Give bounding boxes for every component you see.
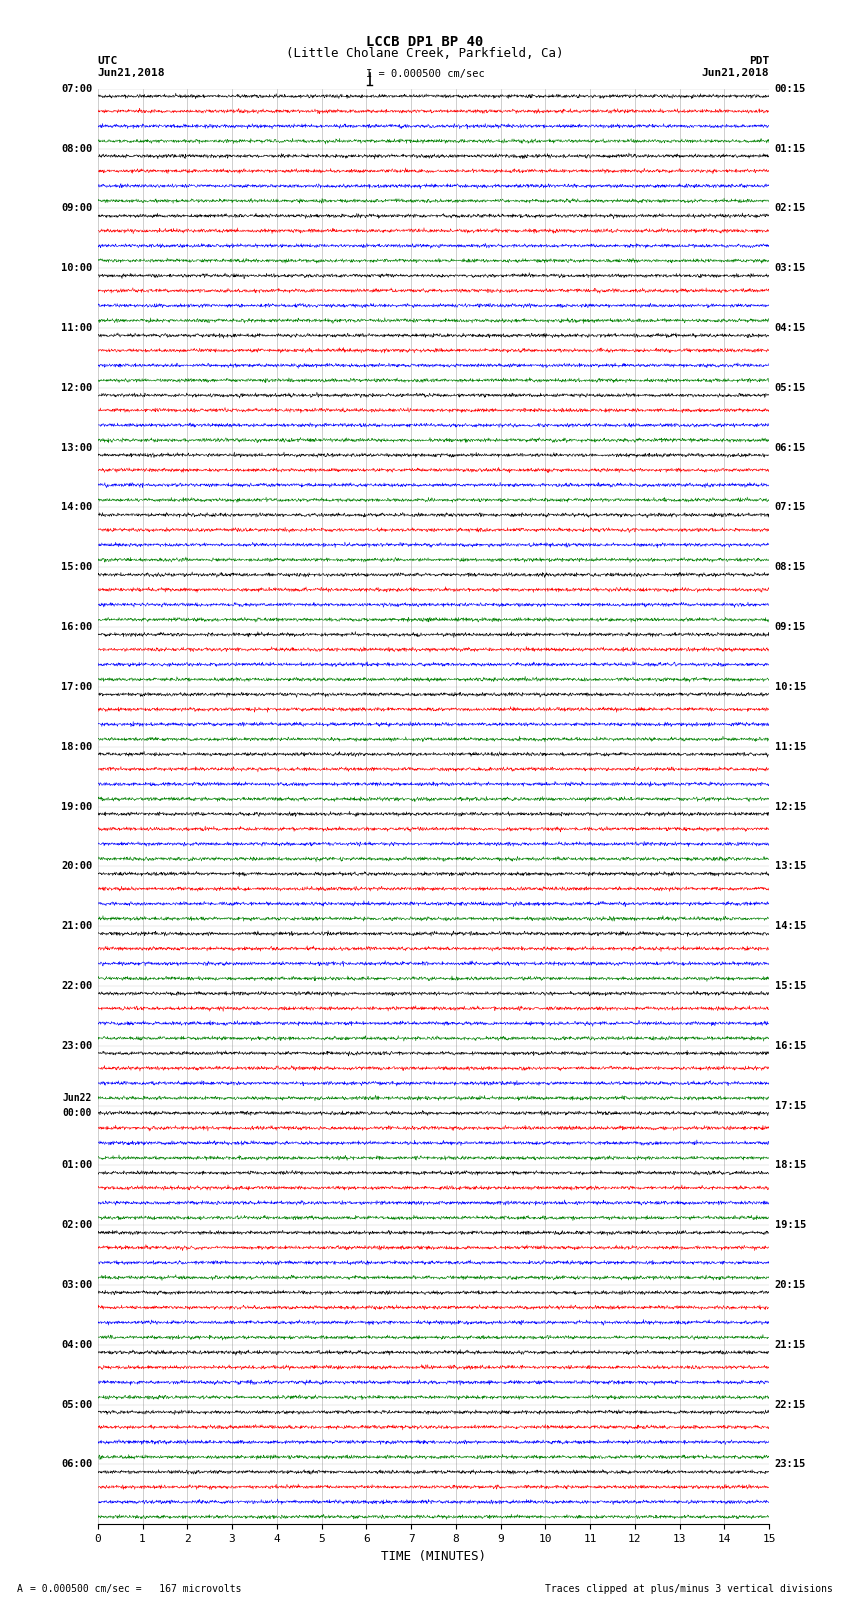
Text: 10:15: 10:15	[775, 682, 806, 692]
Text: 20:15: 20:15	[775, 1281, 806, 1290]
Text: A: A	[17, 1584, 23, 1594]
Text: 21:15: 21:15	[775, 1340, 806, 1350]
Text: LCCB DP1 BP 40: LCCB DP1 BP 40	[366, 35, 484, 50]
Text: 13:00: 13:00	[61, 442, 92, 453]
Text: 18:15: 18:15	[775, 1160, 806, 1171]
Text: 18:00: 18:00	[61, 742, 92, 752]
Text: 12:15: 12:15	[775, 802, 806, 811]
Text: 12:00: 12:00	[61, 382, 92, 394]
Text: Jun22: Jun22	[63, 1092, 92, 1103]
Text: 05:15: 05:15	[775, 382, 806, 394]
Text: 22:00: 22:00	[61, 981, 92, 990]
Text: Traces clipped at plus/minus 3 vertical divisions: Traces clipped at plus/minus 3 vertical …	[545, 1584, 833, 1594]
X-axis label: TIME (MINUTES): TIME (MINUTES)	[381, 1550, 486, 1563]
Text: 06:15: 06:15	[775, 442, 806, 453]
Text: 00:15: 00:15	[775, 84, 806, 94]
Text: 14:00: 14:00	[61, 502, 92, 513]
Text: 14:15: 14:15	[775, 921, 806, 931]
Text: 15:15: 15:15	[775, 981, 806, 990]
Text: 09:15: 09:15	[775, 623, 806, 632]
Text: 17:15: 17:15	[775, 1100, 806, 1111]
Text: (Little Cholane Creek, Parkfield, Ca): (Little Cholane Creek, Parkfield, Ca)	[286, 47, 564, 60]
Text: 02:15: 02:15	[775, 203, 806, 213]
Text: 16:00: 16:00	[61, 623, 92, 632]
Text: 17:00: 17:00	[61, 682, 92, 692]
Text: 08:15: 08:15	[775, 563, 806, 573]
Text: 23:15: 23:15	[775, 1460, 806, 1469]
Text: 20:00: 20:00	[61, 861, 92, 871]
Text: 08:00: 08:00	[61, 144, 92, 153]
Text: 13:15: 13:15	[775, 861, 806, 871]
Text: 06:00: 06:00	[61, 1460, 92, 1469]
Text: 11:15: 11:15	[775, 742, 806, 752]
Text: Jun21,2018: Jun21,2018	[98, 68, 165, 77]
Text: 11:00: 11:00	[61, 323, 92, 332]
Text: 05:00: 05:00	[61, 1400, 92, 1410]
Text: 04:00: 04:00	[61, 1340, 92, 1350]
Text: 07:15: 07:15	[775, 502, 806, 513]
Text: 15:00: 15:00	[61, 563, 92, 573]
Text: 21:00: 21:00	[61, 921, 92, 931]
Text: 01:00: 01:00	[61, 1160, 92, 1171]
Text: 23:00: 23:00	[61, 1040, 92, 1050]
Text: 07:00: 07:00	[61, 84, 92, 94]
Text: = 0.000500 cm/sec =   167 microvolts: = 0.000500 cm/sec = 167 microvolts	[30, 1584, 241, 1594]
Text: 04:15: 04:15	[775, 323, 806, 332]
Text: 00:00: 00:00	[63, 1108, 92, 1118]
Text: PDT: PDT	[749, 56, 769, 66]
Text: 10:00: 10:00	[61, 263, 92, 273]
Text: UTC: UTC	[98, 56, 118, 66]
Text: 19:00: 19:00	[61, 802, 92, 811]
Text: 03:00: 03:00	[61, 1281, 92, 1290]
Text: 01:15: 01:15	[775, 144, 806, 153]
Text: 16:15: 16:15	[775, 1040, 806, 1050]
Text: 19:15: 19:15	[775, 1219, 806, 1231]
Text: Jun21,2018: Jun21,2018	[702, 68, 769, 77]
Text: 22:15: 22:15	[775, 1400, 806, 1410]
Text: I = 0.000500 cm/sec: I = 0.000500 cm/sec	[366, 69, 484, 79]
Text: 02:00: 02:00	[61, 1219, 92, 1231]
Text: 03:15: 03:15	[775, 263, 806, 273]
Text: 09:00: 09:00	[61, 203, 92, 213]
